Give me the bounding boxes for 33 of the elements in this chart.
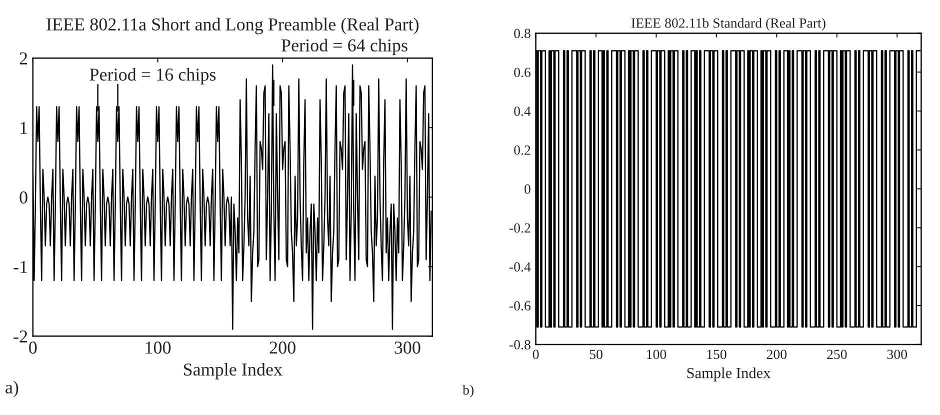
y-tick-label: 0.8 [514, 28, 530, 38]
text: a) [6, 380, 18, 398]
y-tick-label: -0.8 [509, 340, 530, 350]
x-tick-label: 100 [146, 342, 171, 354]
y-tick-label: 0.2 [514, 146, 530, 155]
y-tick-label: 0.6 [514, 68, 531, 78]
y-tick-label: -0.4 [509, 262, 531, 272]
chart-title: IEEE 802.11a Short and Long Preamble (Real Part) [46, 18, 419, 34]
text: b) [462, 384, 474, 398]
text: Period = 64 chips [282, 38, 408, 56]
y-tick-label: -0.2 [509, 223, 530, 233]
x-tick-label: 300 [887, 350, 907, 360]
x-tick-label: 150 [707, 350, 726, 360]
y-tick-label: 2 [20, 52, 28, 64]
x-tick-label: 300 [394, 342, 420, 354]
chart-title: IEEE 802.11b Standard (Real Part) [631, 18, 826, 31]
y-tick-label: 0 [524, 184, 530, 194]
y-tick-label: 0.4 [514, 106, 531, 116]
y-tick-label: 0 [20, 191, 28, 204]
x-tick-label: 50 [590, 350, 602, 360]
x-tick-label: 200 [766, 350, 787, 360]
annotation: Period = 16 chips [90, 68, 216, 84]
x-axis-title: Sample Index [687, 367, 771, 382]
y-tick-label: 1 [20, 122, 27, 134]
x-tick-label: 0 [532, 350, 539, 360]
y-tick-label: -1 [14, 260, 27, 273]
y-tick-label: -0.6 [509, 301, 531, 311]
x-tick-label: 200 [270, 342, 296, 354]
x-tick-label: 250 [827, 350, 847, 360]
y-tick-label: -2 [14, 330, 28, 342]
x-tick-label: 0 [29, 342, 37, 354]
x-axis-title: Sample Index [184, 362, 282, 380]
x-tick-label: 100 [647, 350, 666, 360]
